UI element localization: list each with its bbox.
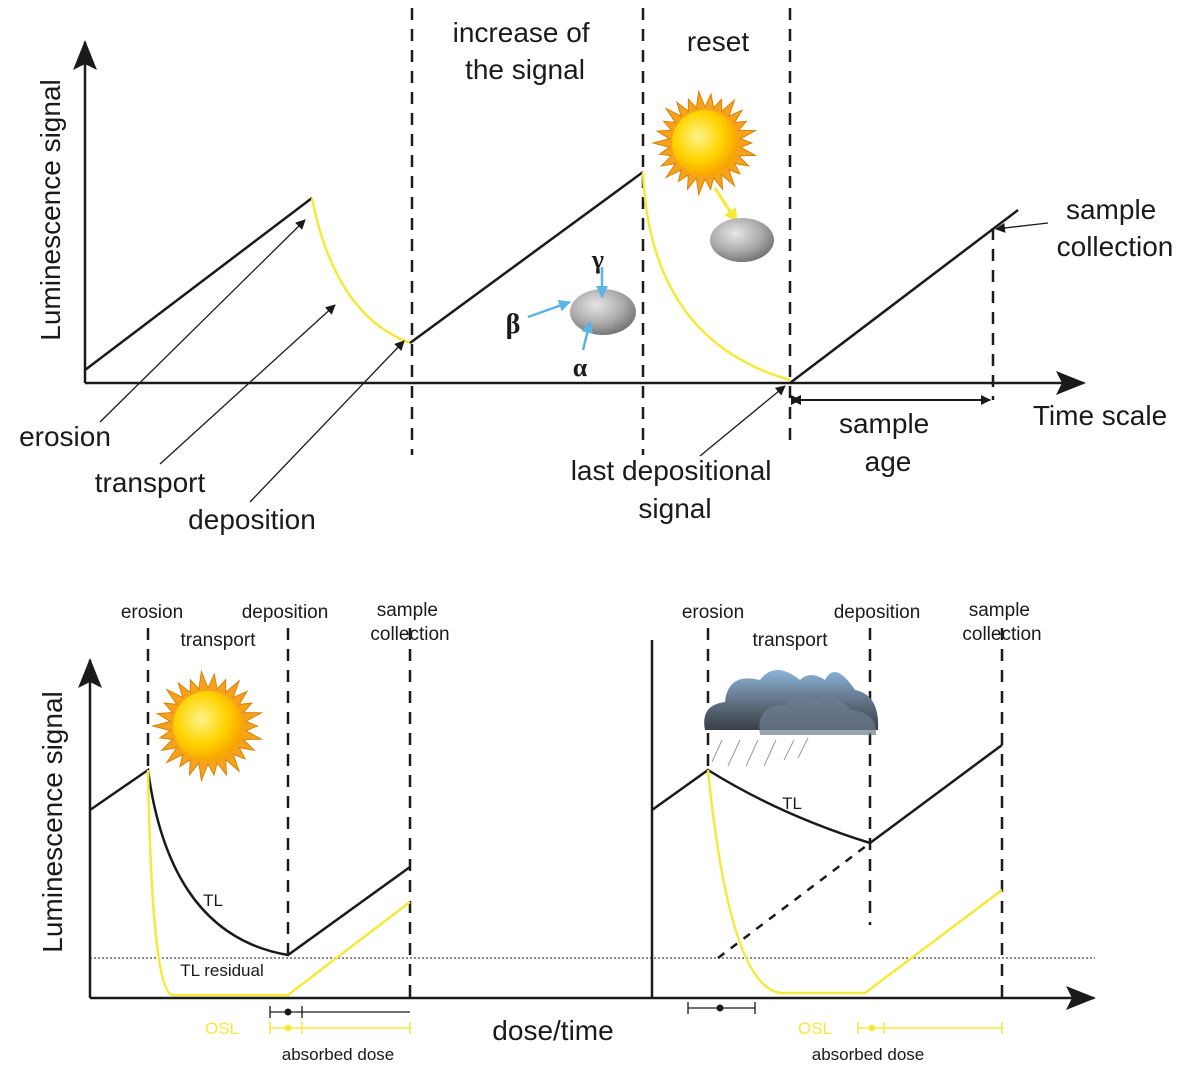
sun bbox=[173, 691, 243, 761]
pointer-arrow bbox=[249, 340, 405, 503]
text-line: collection bbox=[370, 624, 449, 645]
sample-collection-label: sample collection bbox=[1057, 194, 1174, 262]
rain-cloud bbox=[704, 670, 879, 767]
text-line: sample bbox=[969, 600, 1030, 621]
signal-line bbox=[84, 197, 313, 371]
osl-label: OSL bbox=[798, 1019, 832, 1038]
erosion-label: erosion bbox=[19, 421, 111, 452]
pointer-arrow bbox=[699, 385, 786, 457]
deposition-label: deposition bbox=[834, 602, 921, 623]
deposition-label: deposition bbox=[188, 504, 316, 535]
text-line: collection bbox=[962, 624, 1041, 645]
sample-collection-label: sample collection bbox=[370, 600, 449, 645]
bleach-curve bbox=[641, 171, 791, 382]
pointer-arrow bbox=[995, 222, 1049, 233]
transport-label: transport bbox=[95, 467, 206, 498]
text-line: sample bbox=[1066, 194, 1156, 225]
phase-label: reset bbox=[687, 26, 749, 57]
alpha-label: α bbox=[573, 353, 588, 382]
dose-point bbox=[868, 1024, 876, 1032]
absorbed-dose-label: absorbed dose bbox=[282, 1045, 394, 1064]
tl-extrapolation bbox=[717, 842, 871, 959]
phase-label: increase of the signal bbox=[453, 17, 598, 85]
x-axis-label: Time scale bbox=[1033, 400, 1167, 431]
sun bbox=[672, 110, 738, 176]
osl-label: OSL bbox=[205, 1019, 239, 1038]
absorbed-dose-label: absorbed dose bbox=[812, 1045, 924, 1064]
bottom-right-panel: erosion transport deposition sample coll… bbox=[650, 600, 1042, 1064]
top-panel: Luminescence signal Time scale increase … bbox=[19, 8, 1173, 535]
erosion-label: erosion bbox=[121, 602, 183, 623]
dose-point bbox=[284, 1008, 292, 1016]
bleach-curve bbox=[310, 197, 411, 345]
text-line: sample bbox=[839, 408, 929, 439]
grain bbox=[710, 218, 774, 262]
tl-curve bbox=[651, 743, 1003, 845]
text-line: last depositional bbox=[571, 455, 772, 486]
pointer-arrow bbox=[159, 304, 336, 465]
y-axis-label: Luminescence signal bbox=[37, 691, 68, 953]
signal-line bbox=[789, 209, 1019, 384]
light-arrow bbox=[713, 187, 739, 223]
text-line: the signal bbox=[465, 54, 585, 85]
y-axis-label: Luminescence signal bbox=[35, 79, 66, 341]
tl-label: TL bbox=[782, 794, 802, 813]
gamma-label: γ bbox=[591, 245, 604, 274]
dose-point bbox=[716, 1004, 724, 1012]
transport-label: transport bbox=[753, 630, 829, 651]
radiation-arrow bbox=[581, 321, 594, 351]
erosion-label: erosion bbox=[682, 602, 744, 623]
bottom-left-panel: Luminescence signal erosion transport de… bbox=[37, 600, 1096, 1064]
beta-label: β bbox=[506, 309, 521, 340]
tl-label: TL bbox=[203, 891, 223, 910]
radiation-arrow bbox=[527, 300, 571, 319]
signal-line bbox=[409, 170, 644, 345]
tl-residual-label: TL residual bbox=[180, 961, 263, 980]
sample-age-label: sample age bbox=[839, 408, 937, 477]
deposition-label: deposition bbox=[242, 602, 329, 623]
sample-collection-label: sample collection bbox=[962, 600, 1041, 645]
text-line: signal bbox=[638, 493, 711, 524]
x-axis-label: dose/time bbox=[492, 1015, 613, 1046]
text-line: sample bbox=[377, 600, 438, 621]
text-line: increase of bbox=[453, 17, 590, 48]
text-line: collection bbox=[1057, 231, 1174, 262]
text-line: age bbox=[865, 446, 912, 477]
osl-curve bbox=[706, 769, 1003, 995]
last-depositional-label: last depositional signal bbox=[571, 455, 780, 524]
pointer-arrow bbox=[99, 219, 306, 423]
osl-curve bbox=[146, 769, 411, 997]
tl-curve bbox=[89, 767, 411, 957]
transport-label: transport bbox=[181, 630, 257, 651]
dose-point bbox=[284, 1024, 292, 1032]
